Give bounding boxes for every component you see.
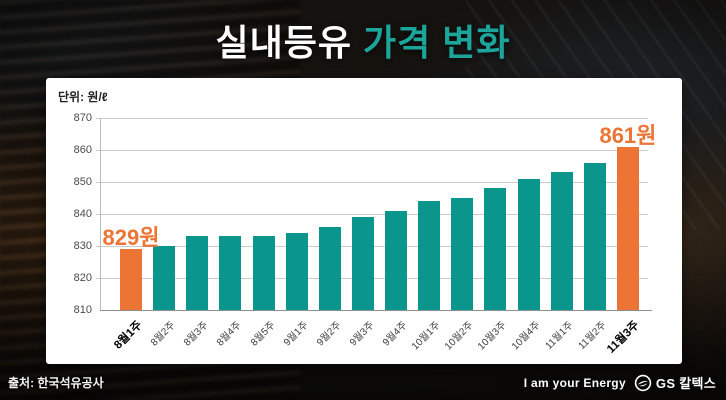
chart-panel: 단위: 원/ℓ 810 820 830 840 850 860 870 8월1주 8월2주 8월3…	[46, 78, 682, 364]
y-tick-label-830: 830	[73, 239, 92, 252]
gridline-850	[96, 182, 648, 183]
bar-8월5주	[252, 236, 275, 310]
bar-9월3주	[351, 217, 374, 310]
bar-10월1주	[418, 201, 441, 310]
bar-8월1주	[120, 249, 142, 310]
value-label-8월1주: 829원	[102, 225, 160, 251]
gridline-840	[96, 214, 648, 215]
page-title-part2: 가격 변화	[363, 22, 511, 63]
bar-10월2주	[451, 198, 474, 310]
brand-lockup: GS 칼텍스	[634, 373, 716, 392]
footer-branding: I am your Energy GS 칼텍스	[524, 373, 716, 392]
bar-9월2주	[318, 226, 341, 310]
value-label-11월3주: 861원	[599, 122, 657, 148]
page-title: 실내등유 가격 변화	[0, 14, 726, 66]
gridline-860	[96, 150, 648, 151]
bar-10월4주	[517, 178, 540, 310]
y-tick-label-820: 820	[73, 271, 92, 284]
y-tick-label-840: 840	[73, 207, 92, 220]
page-title-space	[352, 22, 363, 63]
bar-11월3주	[616, 146, 639, 310]
bar-10월3주	[484, 188, 507, 310]
bar-chart: 810 820 830 840 850 860 870 8월1주 8월2주 8월3주 8월4주 8월5…	[46, 78, 682, 364]
x-axis-line	[100, 310, 652, 311]
source-label: 출처: 한국석유공사	[8, 376, 104, 390]
y-tick-label-870: 870	[73, 111, 92, 124]
bar-8월4주	[219, 236, 242, 310]
unit-label: 단위: 원/ℓ	[58, 90, 108, 104]
brand-slogan: I am your Energy	[523, 375, 626, 390]
page-title-part1: 실내등유	[215, 22, 352, 63]
brand-name: GS 칼텍스	[655, 376, 716, 391]
bar-9월4주	[385, 210, 408, 310]
bar-8월3주	[186, 236, 209, 310]
bar-11월2주	[583, 162, 606, 310]
bar-9월1주	[285, 233, 308, 310]
gs-caltex-logo-icon	[634, 374, 652, 391]
y-tick-label-860: 860	[73, 143, 92, 156]
y-tick-label-810: 810	[73, 303, 92, 316]
gridline-870	[96, 118, 648, 119]
bar-11월1주	[550, 172, 573, 310]
y-tick-label-850: 850	[73, 175, 92, 188]
y-axis-line	[100, 118, 101, 310]
bar-8월2주	[153, 246, 176, 310]
